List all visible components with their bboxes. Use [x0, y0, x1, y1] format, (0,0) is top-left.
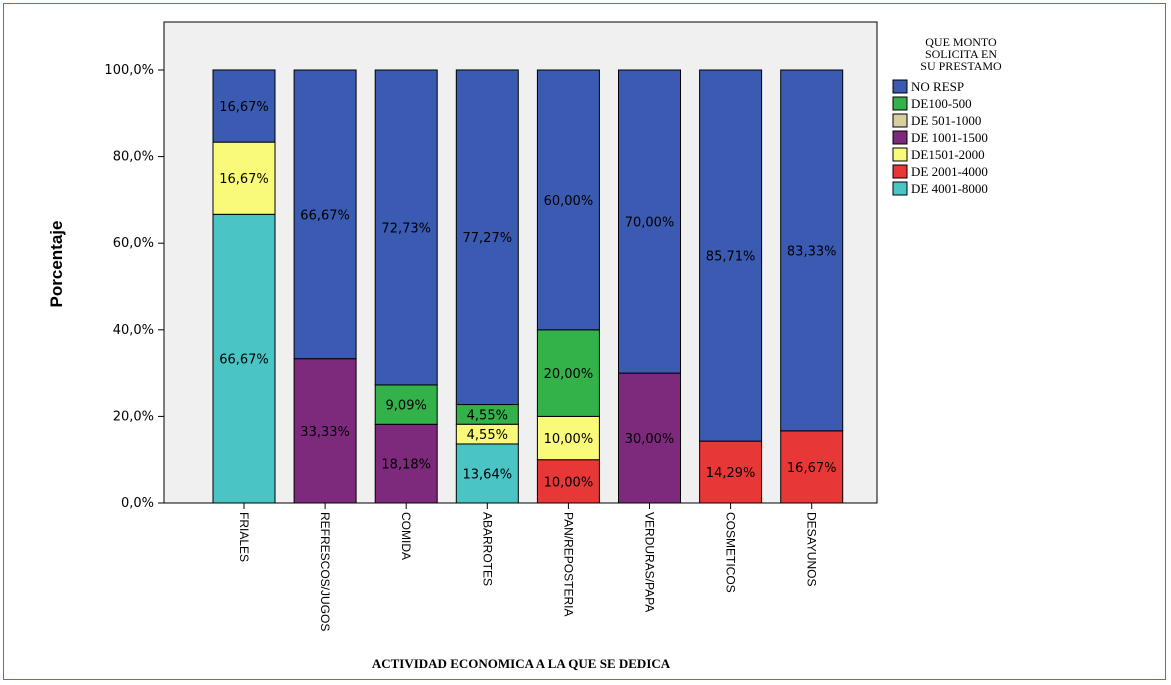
legend-swatch — [892, 96, 908, 111]
bar-segment — [455, 69, 519, 406]
y-tick-label: 40,0% — [113, 323, 154, 338]
segment-label: 77,27% — [463, 231, 513, 246]
x-axis-title: ACTIVIDAD ECONOMICA A LA QUE SE DEDICA — [372, 656, 671, 671]
bar-segment — [293, 69, 357, 360]
legend-swatch — [892, 147, 908, 162]
legend-label: DE1501-2000 — [911, 147, 985, 162]
segment-label: 60,00% — [544, 194, 594, 209]
segment-label: 85,71% — [706, 250, 756, 265]
x-tick-label: DESAYUNOS — [805, 512, 819, 586]
legend-title: QUE MONTO — [925, 35, 997, 49]
segment-label: 16,67% — [219, 172, 269, 187]
bar-segment — [618, 372, 681, 504]
legend-swatch — [892, 113, 908, 128]
legend-label: DE 4001-8000 — [911, 181, 988, 196]
y-tick-label: 100,0% — [104, 63, 154, 78]
bar-segment — [374, 384, 438, 425]
x-tick-label: PAN/REPOSTERIA — [561, 512, 575, 616]
bar-segment — [212, 69, 276, 143]
bar-segment — [699, 69, 763, 442]
legend-label: DE 2001-4000 — [911, 164, 988, 179]
x-tick-label: COSMETICOS — [724, 512, 738, 593]
segment-label: 4,55% — [467, 428, 508, 443]
bar-segment — [212, 141, 276, 215]
segment-label: 16,67% — [219, 100, 269, 115]
bar-segment — [780, 430, 844, 504]
legend-label: NO RESP — [911, 79, 964, 94]
y-tick-label: 60,0% — [113, 236, 154, 251]
legend-swatch — [892, 130, 908, 145]
x-tick-label: REFRESCOS/JUGOS — [318, 512, 332, 631]
segment-label: 4,55% — [467, 408, 508, 423]
segment-label: 83,33% — [787, 244, 837, 259]
legend-swatch — [892, 79, 908, 94]
y-axis-title: Porcentaje — [47, 221, 66, 308]
bar-segment — [374, 69, 438, 386]
segment-label: 18,18% — [381, 458, 431, 473]
bar-segment — [618, 69, 681, 374]
segment-label: 13,64% — [463, 467, 513, 482]
legend-swatch — [892, 181, 908, 196]
segment-label: 20,00% — [544, 367, 594, 382]
y-tick-label: 20,0% — [113, 409, 154, 424]
segment-label: 72,73% — [381, 221, 431, 236]
segment-labels: 66,67% 16,67% 16,67% 33,33% 66,67% 18,18% 9,09… — [219, 100, 836, 490]
segment-label: 66,67% — [300, 208, 350, 223]
y-tick-label: 0,0% — [121, 496, 154, 511]
segment-label: 10,00% — [544, 475, 594, 490]
segment-label: 10,00% — [544, 432, 594, 447]
legend-label: DE100-500 — [911, 96, 972, 111]
segment-label: 33,33% — [300, 425, 350, 440]
y-tick-label: 80,0% — [113, 150, 154, 165]
legend-title: SOLICITA EN — [925, 47, 997, 61]
segment-label: 30,00% — [625, 432, 675, 447]
bar-segment — [536, 415, 600, 461]
bar-segment — [699, 440, 763, 504]
bar-segment — [212, 213, 276, 504]
x-tick-label: FRIALES — [237, 512, 251, 562]
legend-label: DE 1001-1500 — [911, 130, 988, 145]
segment-label: 70,00% — [625, 216, 675, 231]
x-tick-label: VERDURAS/PAPA — [643, 512, 657, 612]
legend-label: DE 501-1000 — [911, 113, 981, 128]
segment-label: 9,09% — [386, 399, 427, 414]
bar-segment — [536, 69, 600, 331]
segment-label: 16,67% — [787, 461, 837, 476]
segment-label: 14,29% — [706, 466, 756, 481]
chart-frame — [3, 3, 1166, 680]
bar-segment — [374, 423, 438, 504]
bar-segment — [536, 329, 600, 417]
bars — [212, 69, 844, 504]
y-axis: 0,0% 20,0% 40,0% 60,0% 80,0% 100,0% — [104, 63, 164, 511]
x-axis: FRIALES REFRESCOS/JUGOS COMIDA ABARROTES PAN… — [237, 503, 819, 631]
x-tick-label: COMIDA — [399, 512, 413, 560]
legend-swatch — [892, 164, 908, 179]
legend-title: SU PRESTAMO — [920, 59, 1002, 73]
bar-segment — [780, 69, 844, 432]
x-tick-label: ABARROTES — [480, 512, 494, 586]
segment-label: 66,67% — [219, 353, 269, 368]
